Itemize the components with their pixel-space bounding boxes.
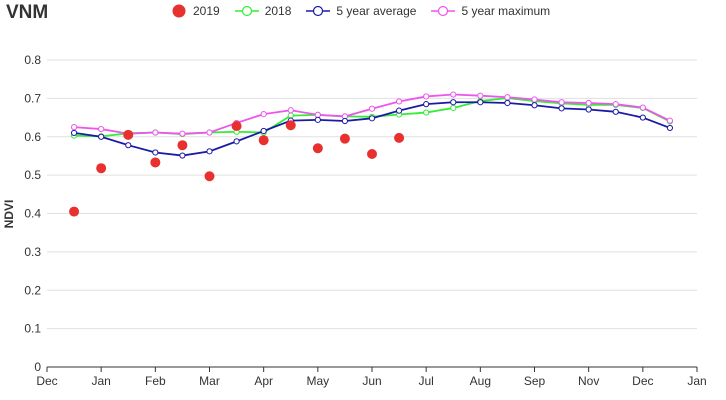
x-tick-label: Sep [524,374,546,388]
series-point-5-year-maximum [477,92,484,99]
series-point-2019 [312,143,323,154]
series-point-2018 [450,104,457,112]
x-tick-label: Apr [254,374,273,388]
legend-marker-dot-icon [172,4,186,18]
series-point-5-year-average [125,142,132,149]
series-point-2019 [339,133,350,144]
x-tick-label: Jan [687,374,706,388]
series-point-5-year-maximum [260,111,267,118]
series-point-5-year-average [477,99,484,106]
legend-label-2018: 2018 [264,4,292,18]
series-point-5-year-average [368,115,376,122]
series-point-5-year-average [314,116,321,123]
series-point-5-year-average [450,99,457,106]
series-point-5-year-average [639,114,646,121]
series-point-2019 [69,206,80,217]
y-tick-label: 0.2 [24,283,41,297]
y-tick-label: 0.3 [24,245,41,259]
x-tick-label: Nov [578,374,599,388]
legend-marker-line-icon [234,5,259,17]
series-point-5-year-average [395,107,403,114]
legend-label-2019: 2019 [193,4,220,18]
series-point-5-year-average [531,102,538,109]
y-tick-label: 0.8 [24,53,41,67]
series-point-5-year-average [423,101,430,108]
series-point-5-year-average [152,149,159,156]
series-point-5-year-maximum [152,129,159,136]
series-point-5-year-maximum [206,129,213,136]
legend-label-5-year-maximum: 5 year maximum [461,4,551,18]
series-point-2018 [423,109,430,116]
series-point-2019 [177,140,188,151]
series-point-5-year-average [233,138,240,145]
series-point-2019 [204,171,215,182]
legend-item-5-year-average[interactable]: 5 year average [305,4,416,18]
y-tick-label: 0 [34,360,41,374]
series-point-5-year-maximum [639,104,646,111]
legend-item-2019[interactable]: 2019 [170,4,220,18]
series-point-5-year-average [98,133,105,140]
series-point-5-year-average [179,152,186,159]
x-tick-label: May [306,374,329,388]
x-tick-label: Dec [632,374,653,388]
series-point-2019 [367,149,377,160]
legend-marker-line-icon [431,5,456,17]
legend: 2019 2018 5 year average 5 year maximum [170,4,564,18]
series-point-5-year-maximum [179,130,186,137]
chart-title: VNM [6,2,49,23]
series-point-5-year-maximum [70,124,78,131]
series-point-5-year-maximum [666,117,674,124]
x-tick-label: Jan [91,374,110,388]
series-point-5-year-maximum [531,96,538,103]
series-point-5-year-average [70,129,78,137]
series-point-2019 [150,157,161,168]
y-tick-label: 0.1 [24,322,41,336]
series-point-2019 [394,132,405,143]
series-point-5-year-maximum [314,111,321,118]
series-point-2019 [285,120,296,131]
x-tick-label: Mar [199,374,220,388]
y-tick-label: 0.5 [24,168,41,182]
x-tick-label: Feb [145,374,166,388]
series-point-5-year-maximum [558,99,565,106]
legend-label-5-year-average: 5 year average [336,4,417,18]
x-tick-label: Dec [36,374,57,388]
series-point-5-year-maximum [287,107,294,114]
x-tick-label: Jun [362,374,381,388]
series-point-5-year-average [504,99,511,107]
series-point-5-year-maximum [395,98,403,105]
legend-item-5-year-maximum[interactable]: 5 year maximum [430,4,550,18]
series-point-5-year-maximum [98,125,105,133]
series-point-5-year-maximum [368,105,376,112]
y-tick-label: 0.7 [24,91,41,105]
x-tick-label: Aug [470,374,491,388]
series-point-5-year-average [666,124,674,132]
y-axis-title: NDVI [2,200,16,229]
series-point-5-year-average [585,106,592,113]
axis-layer: 0 0.1 0.2 0.3 0.4 0.5 0.6 0.7 0.8 Dec Jan Feb Mar Apr… [24,53,706,388]
y-tick-label: 0.4 [24,207,41,221]
series-point-2019 [258,135,269,146]
series-point-2019 [231,121,242,132]
series-point-2019 [96,163,107,174]
x-tick-label: Jul [418,374,433,388]
series-point-5-year-average [341,117,349,125]
series-point-5-year-average [206,148,213,155]
series-point-5-year-maximum [585,99,592,107]
legend-marker-line-icon [306,5,331,17]
legend-item-2018[interactable]: 2018 [234,4,292,18]
series-point-5-year-average [260,127,267,135]
series-point-5-year-maximum [504,94,511,101]
y-tick-label: 0.6 [24,130,41,144]
series-layer [69,91,674,217]
series-point-5-year-maximum [423,93,430,100]
series-point-2019 [123,129,134,140]
series-point-5-year-average [558,105,565,112]
series-point-5-year-maximum [450,91,457,98]
series-point-2018 [287,112,294,119]
series-point-5-year-maximum [612,101,619,108]
series-point-5-year-average [612,108,619,115]
